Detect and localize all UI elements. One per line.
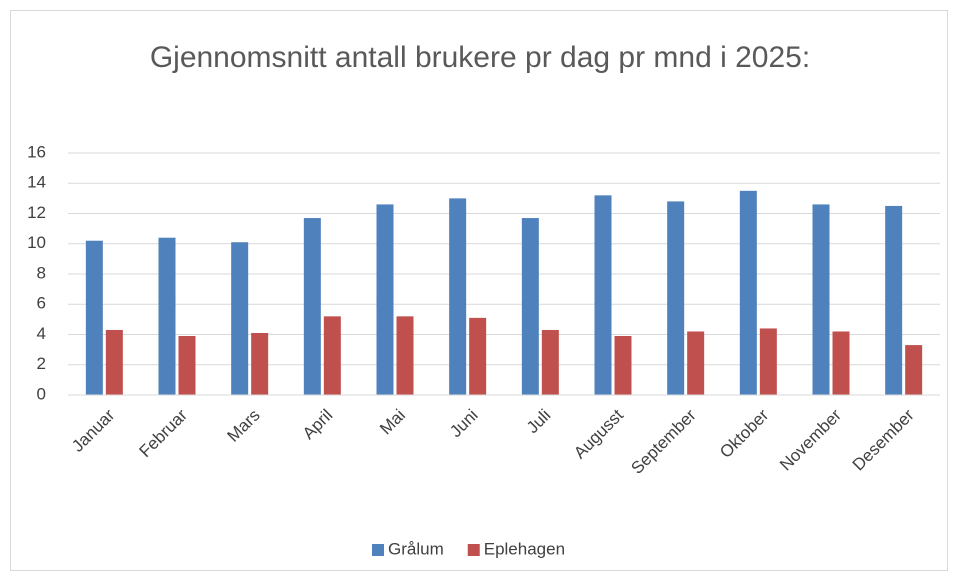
y-tick-label: 4	[37, 324, 46, 343]
bar	[812, 204, 830, 395]
bar	[105, 329, 123, 395]
chart-border	[10, 10, 948, 571]
y-tick-label: 6	[37, 294, 46, 313]
bar	[594, 195, 612, 395]
bar	[158, 237, 176, 395]
bar	[323, 316, 341, 395]
y-tick-label: 2	[37, 354, 46, 373]
x-tick-label: Juli	[523, 406, 554, 437]
bar	[885, 205, 903, 395]
y-tick-label: 10	[27, 233, 46, 252]
x-tick-label: April	[299, 406, 336, 443]
x-tick-label: Desember	[849, 405, 918, 474]
y-tick-label: 14	[27, 173, 46, 192]
legend-label: Eplehagen	[484, 539, 565, 558]
bar	[376, 204, 394, 395]
y-tick-label: 0	[37, 384, 46, 403]
bar	[85, 240, 103, 395]
x-tick-label: Juni	[446, 406, 481, 441]
bar	[251, 332, 269, 395]
bar	[667, 201, 685, 395]
x-tick-label: September	[627, 405, 699, 477]
bar	[303, 218, 321, 395]
bar	[231, 242, 249, 395]
chart-title: Gjennomsnitt antall brukere pr dag pr mn…	[149, 41, 811, 74]
y-tick-label: 12	[27, 203, 46, 222]
x-tick-label: Oktober	[716, 405, 772, 461]
bar	[178, 336, 196, 395]
x-tick-label: Januar	[68, 405, 118, 455]
legend-label: Grålum	[388, 539, 444, 558]
legend-swatch	[372, 544, 384, 556]
x-tick-label: Augusst	[570, 405, 627, 462]
x-tick-label: November	[776, 405, 845, 474]
bar	[905, 345, 923, 395]
y-tick-label: 8	[37, 263, 46, 282]
bar	[541, 329, 559, 395]
x-tick-label: Februar	[135, 405, 191, 461]
x-tick-label: Mars	[224, 406, 264, 446]
legend-swatch	[467, 544, 480, 556]
bar	[469, 317, 487, 395]
y-tick-label: 16	[27, 142, 46, 161]
bar	[396, 316, 414, 395]
bar	[759, 328, 777, 395]
bar	[687, 331, 705, 395]
bar	[521, 218, 539, 395]
bar	[614, 336, 632, 395]
x-tick-label: Mai	[376, 406, 409, 439]
bar	[832, 331, 850, 395]
bar	[449, 198, 467, 395]
bar	[739, 190, 757, 395]
